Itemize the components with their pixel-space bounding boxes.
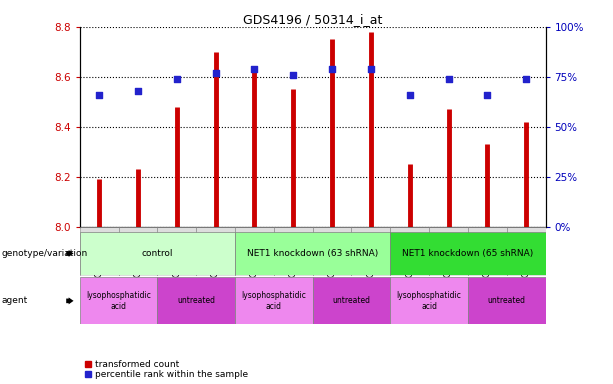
Text: GSM646073: GSM646073 (483, 230, 492, 277)
Text: untreated: untreated (332, 296, 370, 305)
Point (172, 76, 181, 82)
Bar (235, 227, 274, 276)
Text: GSM646076: GSM646076 (211, 230, 220, 277)
Point (249, 66, 259, 72)
Legend: transformed count, percentile rank within the sample: transformed count, percentile rank withi… (84, 360, 248, 379)
Text: lysophosphatidic
acid: lysophosphatidic acid (242, 291, 306, 311)
Bar (351, 227, 390, 276)
Text: untreated: untreated (488, 296, 526, 305)
Text: lysophosphatidic
acid: lysophosphatidic acid (397, 291, 462, 311)
Point (94, 92, 104, 98)
Bar (390, 232, 546, 275)
Bar (468, 277, 546, 324)
Point (482, 92, 492, 98)
Bar (313, 277, 390, 324)
Text: control: control (142, 249, 173, 258)
Bar (429, 227, 468, 276)
Text: lysophosphatidic
acid: lysophosphatidic acid (86, 291, 151, 311)
Bar (274, 227, 313, 276)
Bar (235, 232, 390, 275)
Bar (158, 227, 196, 276)
Text: GSM646069: GSM646069 (94, 230, 104, 277)
Text: NET1 knockdown (63 shRNA): NET1 knockdown (63 shRNA) (247, 249, 378, 258)
Text: GSM646071: GSM646071 (327, 230, 337, 277)
Point (405, 92, 414, 98)
Bar (80, 277, 158, 324)
Point (211, 70, 221, 76)
Bar (196, 227, 235, 276)
Point (521, 76, 531, 82)
Bar (235, 277, 313, 324)
Text: GSM646070: GSM646070 (134, 230, 142, 277)
Point (366, 66, 376, 72)
Text: GSM646074: GSM646074 (522, 230, 531, 277)
Bar (80, 227, 118, 276)
Bar (118, 227, 158, 276)
Bar (390, 277, 468, 324)
Bar (313, 227, 351, 276)
Point (327, 66, 337, 72)
Point (288, 72, 298, 78)
Title: GDS4196 / 50314_i_at: GDS4196 / 50314_i_at (243, 13, 383, 26)
Bar (507, 227, 546, 276)
Text: agent: agent (1, 296, 28, 305)
FancyArrow shape (66, 250, 74, 257)
FancyArrow shape (66, 297, 74, 304)
Point (444, 76, 454, 82)
Text: GSM646072: GSM646072 (367, 230, 375, 277)
Text: GSM646066: GSM646066 (289, 230, 298, 277)
Bar (390, 227, 429, 276)
Bar (468, 227, 507, 276)
Text: genotype/variation: genotype/variation (1, 249, 88, 258)
Text: untreated: untreated (177, 296, 215, 305)
Text: GSM646068: GSM646068 (444, 230, 453, 277)
Bar (80, 232, 235, 275)
Bar (158, 277, 235, 324)
Text: NET1 knockdown (65 shRNA): NET1 knockdown (65 shRNA) (402, 249, 533, 258)
Text: GSM646065: GSM646065 (250, 230, 259, 277)
Point (133, 88, 143, 94)
Text: GSM646067: GSM646067 (405, 230, 414, 277)
Text: GSM646075: GSM646075 (172, 230, 181, 277)
